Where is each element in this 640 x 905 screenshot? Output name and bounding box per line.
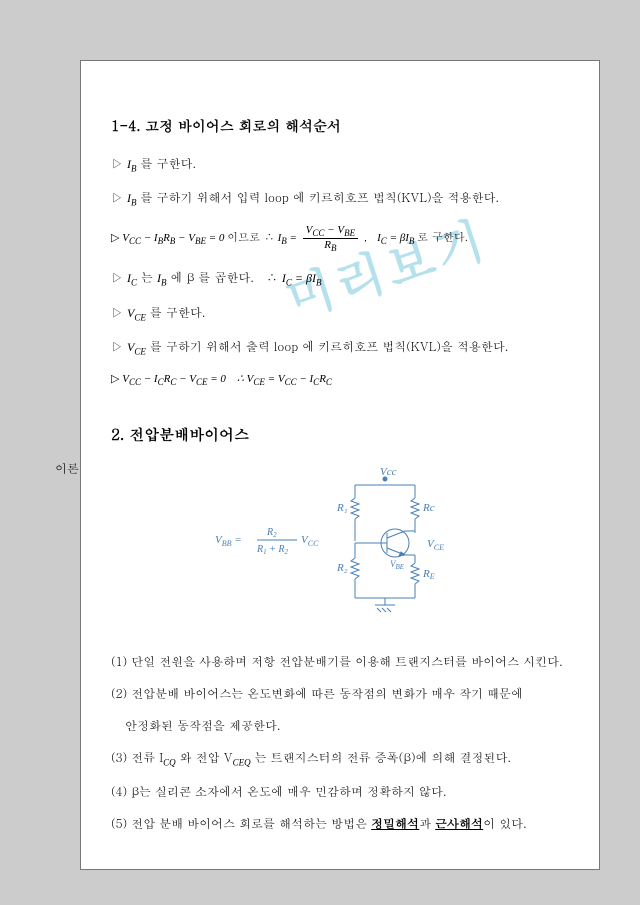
eq-ic: IC = βIB <box>377 232 414 244</box>
emph-1: 정밀해석 <box>371 815 419 832</box>
eq-num: R2 <box>266 527 277 539</box>
text: 를 구한다. <box>150 304 206 321</box>
section-2-list: (1) 단일 전원을 사용하며 저항 전압분배기를 이용해 트랜지스터를 바이어… <box>111 653 579 834</box>
label-re: RE <box>422 568 435 581</box>
label-vbe: VBE <box>390 559 405 571</box>
list-item-4: (4) β는 실리콘 소자에서 온도에 매우 민감하며 정확하지 않다. <box>111 783 579 801</box>
list-item-2b: 안정화된 동작점을 제공한다. <box>111 717 579 735</box>
s1-line-6: ▷ VCE 를 구하기 위해서 출력 loop 에 키르히호프 법칙(KVL)을… <box>111 338 579 356</box>
text: 를 구하기 위해서 출력 loop 에 키르히호프 법칙(KVL)을 적용한다. <box>150 338 509 355</box>
text: 를 구하기 위해서 입력 loop 에 키르히호프 법칙(KVL)을 적용한다. <box>141 189 500 206</box>
sub-b: B <box>131 198 137 208</box>
triangle-icon: ▷ <box>111 338 127 355</box>
triangle-icon: ▷ <box>111 189 127 206</box>
text: 이 있다. <box>483 815 527 832</box>
label-r2: R₂ <box>336 562 348 574</box>
eq: VCC − ICRC − VCE = 0 ∴ VCE = VCC − ICRC <box>122 373 332 385</box>
eq: IC <box>127 271 137 285</box>
text: 에 β 를 곱한다. ∴ <box>171 269 278 286</box>
eq: VCC − IBRB − VBE = 0 <box>122 232 224 244</box>
list-item-5: (5) 전압 분배 바이어스 회로를 해석하는 방법은 정밀해석과 근사해석이 … <box>111 815 579 833</box>
circuit-svg: Vcc R₁ Rc <box>195 463 495 623</box>
eq-ib: IB = <box>278 232 300 244</box>
text: 과 <box>419 815 435 832</box>
page: 미리보기 1-4. 고정 바이어스 회로의 해석순서 ▷ IB 를 구한다. ▷… <box>80 60 600 870</box>
s1-line-3: ▷ VCC − IBRB − VBE = 0 이므로 ∴ IB = VCC − … <box>111 224 579 253</box>
section-1-title: 1-4. 고정 바이어스 회로의 해석순서 <box>111 115 579 135</box>
sub-ce: CE <box>134 346 146 356</box>
content: 1-4. 고정 바이어스 회로의 해석순서 ▷ IB 를 구한다. ▷ IB 를… <box>111 61 579 847</box>
list-item-1: (1) 단일 전원을 사용하며 저항 전압분배기를 이용해 트랜지스터를 바이어… <box>111 653 579 671</box>
list-item-2a: (2) 전압분배 바이어스는 온도변화에 따른 동작점의 변화가 매우 작기 때… <box>111 685 579 703</box>
label-vcc: Vcc <box>380 466 397 478</box>
eq-tail: VCC <box>301 534 319 548</box>
eq-den: R1 + R2 <box>256 544 288 556</box>
triangle-icon: ▷ <box>111 232 122 244</box>
text: 는 <box>141 269 157 286</box>
triangle-icon: ▷ <box>111 269 127 286</box>
label-r1: R₁ <box>336 502 348 514</box>
text: 를 구한다. <box>141 155 197 172</box>
emph-2: 근사해석 <box>435 815 483 832</box>
s1-line-5: ▷ VCE 를 구한다. <box>111 304 579 322</box>
sub-ce: CE <box>134 312 146 322</box>
text: 로 구한다. <box>417 230 468 245</box>
text: 이므로 ∴ <box>227 230 275 245</box>
label-vce: VCE <box>427 538 444 552</box>
sub-b: B <box>131 163 137 173</box>
denominator: RB <box>303 239 358 253</box>
list-item-3: (3) 전류 ICQ 와 전압 VCEQ 는 트랜지스터의 전류 증폭(β)에 … <box>111 749 579 770</box>
numerator: VCC − VBE <box>303 224 358 239</box>
section-2-title: 2. 전압분배바이어스 <box>111 424 579 445</box>
triangle-icon: ▷ <box>111 304 127 321</box>
label-rc: Rc <box>422 502 435 514</box>
text: (5) 전압 분배 바이어스 회로를 해석하는 방법은 <box>111 815 371 832</box>
s1-line-7: ▷ VCC − ICRC − VCE = 0 ∴ VCE = VCC − ICR… <box>111 372 579 387</box>
text: , <box>364 230 375 245</box>
triangle-icon: ▷ <box>111 373 122 385</box>
triangle-icon: ▷ <box>111 155 127 172</box>
sidebar-label: 이론 <box>55 460 79 477</box>
s1-line-1: ▷ IB 를 구한다. <box>111 155 579 173</box>
s1-line-4: ▷ IC 는 IB 에 β 를 곱한다. ∴ IC = βIB <box>111 269 579 287</box>
eq: IB <box>157 271 167 285</box>
eq: IC = βIB <box>282 271 322 285</box>
fraction: VCC − VBE RB <box>303 224 358 253</box>
circuit-diagram: Vcc R₁ Rc <box>111 463 579 627</box>
s1-line-2: ▷ IB 를 구하기 위해서 입력 loop 에 키르히호프 법칙(KVL)을 … <box>111 189 579 207</box>
circuit-eq: VBB = <box>215 534 242 548</box>
